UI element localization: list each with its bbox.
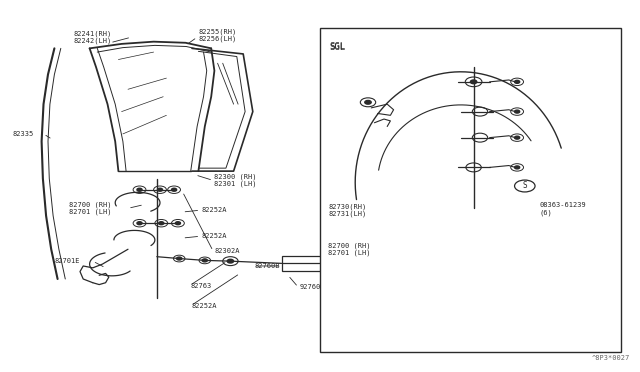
Circle shape <box>157 188 163 191</box>
Text: 08363-61239
(6): 08363-61239 (6) <box>540 202 586 216</box>
Circle shape <box>515 80 520 83</box>
Circle shape <box>177 257 182 260</box>
Text: 92760: 92760 <box>300 284 321 290</box>
Circle shape <box>175 222 180 225</box>
Circle shape <box>470 80 477 84</box>
Text: 82302A: 82302A <box>214 248 240 254</box>
Bar <box>282 256 323 271</box>
Circle shape <box>227 259 234 263</box>
Circle shape <box>137 188 142 191</box>
Circle shape <box>159 222 164 225</box>
Text: 82700 (RH)
82701 (LH): 82700 (RH) 82701 (LH) <box>69 201 111 215</box>
Text: ^8P3*0027: ^8P3*0027 <box>592 355 630 361</box>
Text: 82335: 82335 <box>13 131 34 137</box>
Text: 82252A: 82252A <box>192 303 218 309</box>
Circle shape <box>515 136 520 139</box>
Circle shape <box>202 259 207 262</box>
Text: 82763: 82763 <box>191 283 212 289</box>
Text: S: S <box>522 182 527 190</box>
Text: 82700 (RH)
82701 (LH): 82700 (RH) 82701 (LH) <box>328 242 371 256</box>
Bar <box>320 28 621 352</box>
Circle shape <box>515 110 520 113</box>
Text: 82760B: 82760B <box>255 263 280 269</box>
Text: 82252A: 82252A <box>202 207 227 213</box>
Circle shape <box>172 188 177 191</box>
Text: 82701E: 82701E <box>54 258 80 264</box>
Text: 82241(RH)
82242(LH): 82241(RH) 82242(LH) <box>74 30 112 44</box>
Text: 82255(RH)
82256(LH): 82255(RH) 82256(LH) <box>198 28 237 42</box>
Text: 82252A: 82252A <box>202 233 227 239</box>
Text: 82730(RH)
82731(LH): 82730(RH) 82731(LH) <box>328 203 367 217</box>
Circle shape <box>365 100 371 104</box>
Text: 82300 (RH)
82301 (LH): 82300 (RH) 82301 (LH) <box>214 173 257 187</box>
Circle shape <box>137 222 142 225</box>
Text: SGL: SGL <box>330 43 346 52</box>
Circle shape <box>515 166 520 169</box>
Text: SGL: SGL <box>330 42 346 51</box>
